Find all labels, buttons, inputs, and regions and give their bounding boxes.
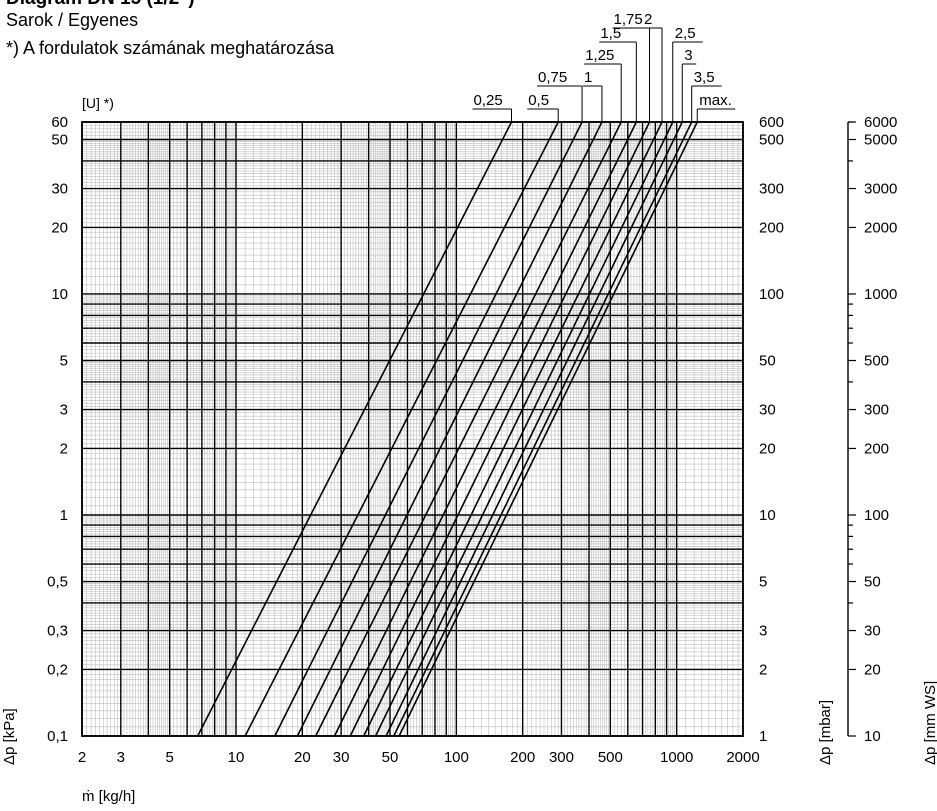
y-tick-label-mbar: 10	[759, 507, 776, 524]
x-tick-label: 500	[598, 749, 623, 766]
series-labels: 0,25 0,5 0,75 1 1,25 1,51,75 2 2,5 33,5 max.	[472, 11, 736, 122]
x-tick-label: 10	[228, 749, 245, 766]
y-tick-label-mmws: 30	[864, 623, 881, 640]
x-tick-label: 30	[333, 749, 350, 766]
y-tick-label-kpa: 20	[51, 219, 68, 236]
tick-labels: 2 3 5 10 20 30 50 100 200 300 500 1000 2000 0,1 0,2 0,3…	[47, 114, 897, 766]
series-label: 0,25	[474, 92, 503, 109]
y-tick-label-mmws: 300	[864, 402, 889, 419]
x-tick-label: 50	[382, 749, 399, 766]
x-axis-label: ṁ [kg/h]	[82, 788, 135, 805]
y-tick-label-kpa: 5	[60, 353, 68, 370]
series-line	[244, 121, 559, 737]
y-tick-label-mmws: 10	[864, 728, 881, 745]
x-tick-label: 5	[166, 749, 174, 766]
series-line	[349, 121, 651, 737]
series-label: 0,5	[528, 92, 549, 109]
plot-frame	[81, 121, 744, 737]
y-tick-label-mmws: 200	[864, 440, 889, 457]
y-tick-label-mbar: 500	[759, 131, 784, 148]
y-tick-label-mbar: 30	[759, 402, 776, 419]
x-tick-label: 300	[549, 749, 574, 766]
y-tick-label-mbar: 100	[759, 286, 784, 303]
series-line	[398, 121, 698, 737]
series-line	[333, 121, 638, 737]
series-line	[196, 121, 513, 737]
y-tick-label-mbar: 600	[759, 114, 784, 131]
y-tick-label-kpa: 50	[51, 131, 68, 148]
y-tick-label-mmws: 2000	[864, 219, 897, 236]
y-axis-label-mbar: Δp [mbar]	[817, 700, 834, 765]
x-tick-label: 3	[117, 749, 125, 766]
turns-note: *) A fordulatok számának meghatározása	[6, 38, 335, 58]
y-tick-label-kpa: 60	[51, 114, 68, 131]
y-tick-label-mmws: 5000	[864, 131, 897, 148]
minor-grid	[81, 121, 744, 737]
y-tick-label-kpa: 1	[60, 507, 68, 524]
chart-subtitle: Sarok / Egyenes	[6, 10, 139, 30]
series-line	[374, 121, 674, 737]
series-label: 3	[684, 47, 692, 64]
series-label: 1,25	[585, 47, 614, 64]
chart-title: Diagram DN 15 (1/2")	[6, 0, 195, 10]
series-label: 1	[584, 69, 592, 86]
series-lines	[196, 121, 698, 737]
y-tick-label-mmws: 50	[864, 574, 881, 591]
series-line	[393, 121, 693, 737]
x-tick-label: 100	[444, 749, 469, 766]
series-label: 0,75	[538, 69, 567, 86]
y-tick-label-mmws: 20	[864, 661, 881, 678]
y-tick-label-mbar: 3	[759, 623, 767, 640]
y-tick-label-kpa: 0,2	[47, 661, 68, 678]
y-tick-label-mbar: 50	[759, 353, 776, 370]
y-tick-label-mbar: 2	[759, 661, 767, 678]
y-tick-label-kpa: 10	[51, 286, 68, 303]
y-tick-label-kpa: 2	[60, 440, 68, 457]
y-tick-label-kpa: 30	[51, 181, 68, 198]
series-line	[296, 121, 603, 737]
y-tick-label-mmws: 100	[864, 507, 889, 524]
series-line	[385, 121, 683, 737]
series-label: 1,75	[614, 11, 643, 28]
series-label: 2	[644, 11, 652, 28]
axes	[81, 121, 856, 737]
x-tick-label: 2	[78, 749, 86, 766]
series-line	[363, 121, 663, 737]
y-tick-label-mbar: 200	[759, 219, 784, 236]
y-tick-label-kpa: 0,1	[47, 728, 68, 745]
series-label: 2,5	[675, 25, 696, 42]
y-axis-label-kpa: Δp [kPa]	[1, 708, 18, 765]
y-tick-label-mmws: 1000	[864, 286, 897, 303]
y-tick-label-kpa: 0,3	[47, 623, 68, 640]
y-tick-label-mbar: 300	[759, 181, 784, 198]
y-tick-label-mbar: 20	[759, 440, 776, 457]
y-tick-label-mmws: 500	[864, 353, 889, 370]
series-label: 1,5	[600, 25, 621, 42]
y-axis-label-mmws: Δp [mm WS]	[922, 681, 937, 765]
x-tick-label: 1000	[660, 749, 693, 766]
series-label: 3,5	[694, 69, 715, 86]
y-tick-label-mmws: 3000	[864, 181, 897, 198]
x-tick-label: 200	[510, 749, 535, 766]
series-line	[314, 121, 622, 737]
y-tick-label-kpa: 3	[60, 402, 68, 419]
series-label: max.	[699, 92, 732, 109]
y-tick-label-kpa: 0,5	[47, 574, 68, 591]
series-line	[274, 121, 583, 737]
turns-axis-label: [U] *)	[82, 95, 114, 111]
x-tick-label: 2000	[726, 749, 759, 766]
x-tick-label: 20	[294, 749, 311, 766]
y-tick-label-mmws: 6000	[864, 114, 897, 131]
y-tick-label-mbar: 5	[759, 574, 767, 591]
y-tick-label-mbar: 1	[759, 728, 767, 745]
